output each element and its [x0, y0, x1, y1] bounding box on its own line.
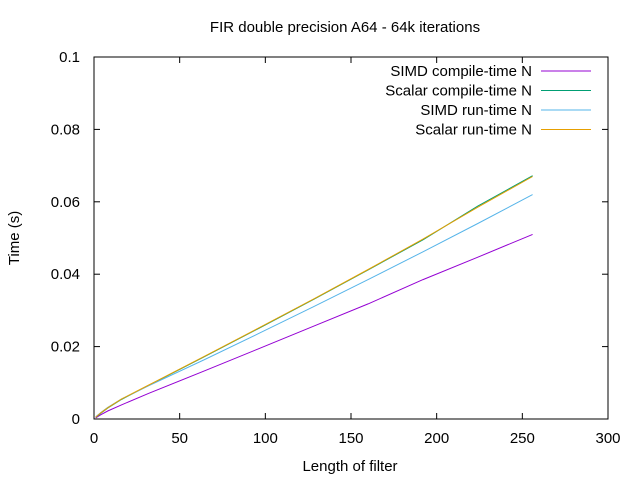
y-axis-title: Time (s): [6, 211, 23, 265]
x-tick-label: 50: [171, 430, 188, 447]
y-tick-label: 0.02: [51, 339, 80, 356]
x-tick-label: 250: [510, 430, 535, 447]
series-line-3: [95, 194, 533, 418]
plot-area: 0 50 100 150 200 250 300 0 0.02 0.04 0.06 0.08 0.1: [51, 49, 621, 447]
y-tick-label: 0.04: [51, 266, 80, 283]
series-line-1: [95, 233, 533, 419]
chart-title: FIR double precision A64 - 64k iteration…: [210, 19, 480, 36]
y-tick-label: 0.06: [51, 194, 80, 211]
legend-label-1: SIMD compile-time N: [390, 63, 532, 80]
legend-label-2: Scalar compile-time N: [385, 83, 532, 100]
legend: SIMD compile-time N Scalar compile-time N…: [385, 63, 591, 139]
y-tick-label: 0: [72, 411, 80, 428]
x-axis-title: Length of filter: [302, 458, 397, 475]
x-tick-label: 100: [253, 430, 278, 447]
legend-label-3: SIMD run-time N: [420, 102, 532, 119]
y-tick-label: 0.08: [51, 121, 80, 138]
y-tick-label: 0.1: [59, 49, 80, 66]
series-line-2: [95, 175, 533, 418]
x-tick-label: 200: [424, 430, 449, 447]
series-line-4: [95, 176, 533, 418]
x-tick-label: 300: [595, 430, 620, 447]
x-tick-label: 0: [90, 430, 98, 447]
x-tick-label: 150: [338, 430, 363, 447]
legend-label-4: Scalar run-time N: [415, 122, 532, 139]
